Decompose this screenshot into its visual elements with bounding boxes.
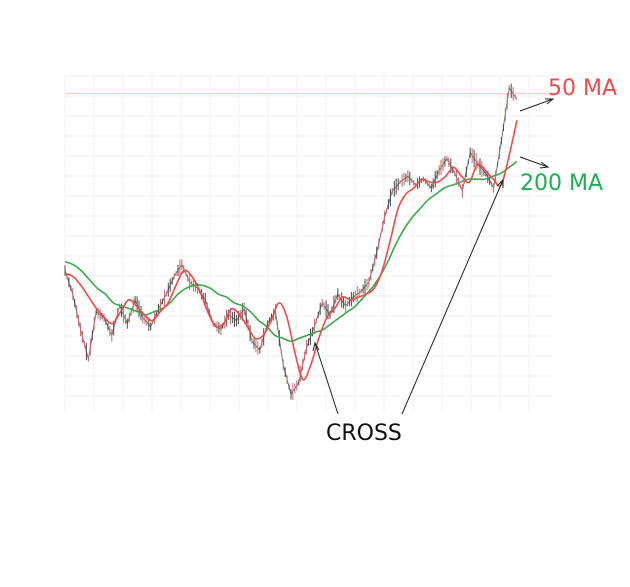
ma50-line [64, 120, 518, 381]
ma200-line [64, 160, 518, 343]
arrow-cross-left [312, 341, 339, 415]
label-50ma: 50 MA [548, 76, 617, 101]
grid [64, 75, 553, 412]
arrow-50ma [519, 98, 555, 112]
price-series [64, 83, 518, 400]
price-line [64, 86, 518, 396]
arrow-cross-right [401, 178, 504, 415]
label-cross: CROSS [326, 421, 402, 446]
label-200ma: 200 MA [520, 171, 603, 196]
arrow-200ma [519, 156, 550, 169]
